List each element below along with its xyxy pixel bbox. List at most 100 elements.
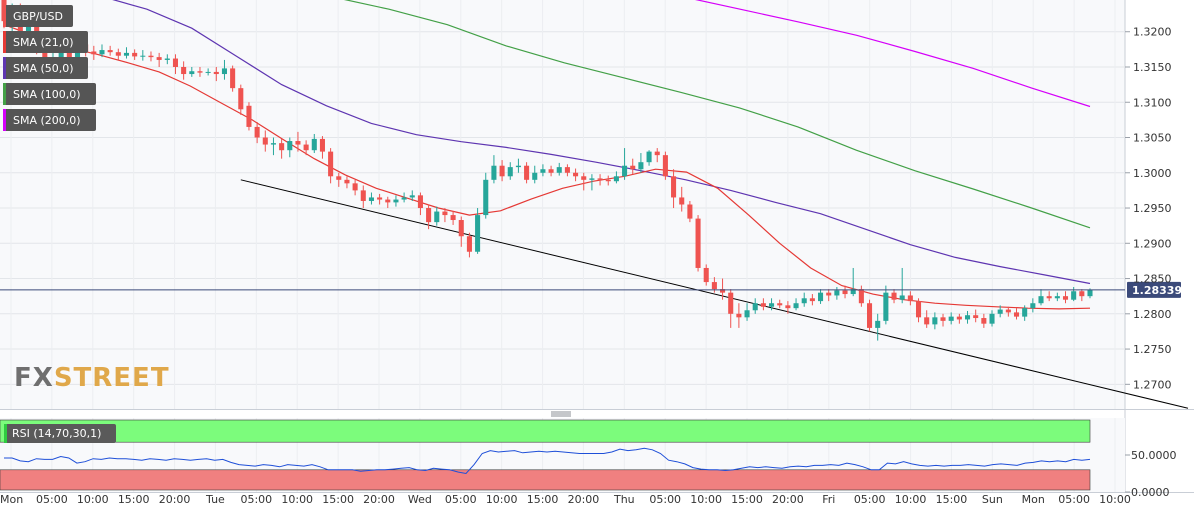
candle [377,193,383,205]
candle [360,185,366,209]
candle [532,165,538,184]
candle [450,210,456,225]
panel-resize-handle[interactable] [551,411,571,417]
candle-body [638,162,644,170]
legend-swatch [3,31,6,53]
candle-body [1022,308,1028,317]
candle [548,165,554,177]
legend-item: SMA (100,0) [3,83,96,105]
rsi-tick-label: 50.0000 [1131,449,1177,462]
candle [744,303,750,321]
trendline-layer [240,179,1189,409]
sma-100-line [343,0,1091,229]
candle-body [883,292,889,321]
candle [638,153,644,173]
candle-body [695,218,701,268]
candle [515,158,521,173]
candle [867,299,873,332]
candle [303,140,309,156]
candle [140,50,146,61]
candle-body [646,151,652,163]
candle-body [377,197,383,200]
candle [254,121,260,144]
candle [679,186,685,212]
candle-body [703,267,709,283]
candle [769,298,775,311]
candle-body [581,176,587,180]
legend-label: SMA (100,0) [13,88,81,101]
candle [279,138,285,159]
candle-body [458,220,464,237]
candle [695,215,701,272]
candle [793,298,799,311]
price-tick-label: 1.3000 [1133,167,1172,180]
candle-body [262,137,268,145]
legend-item: SMA (50,0) [3,57,88,79]
candle [295,131,301,152]
price-tick-label: 1.2700 [1133,378,1172,391]
time-tick-label: 05:00 [445,493,477,506]
candle [393,195,399,207]
candle [230,65,236,92]
time-tick-label: 05:00 [649,493,681,506]
candle-body [1005,309,1011,313]
rsi-tick-label: 0.0000 [1131,486,1170,499]
candle [940,313,946,327]
watermark-logo: FXSTREET [14,363,170,393]
time-tick-label: Sun [982,493,1003,506]
candle-body [932,317,938,325]
rsi-legend: RSI (14,70,30,1) [4,424,116,443]
legend-swatch [3,83,6,105]
candle [368,192,374,205]
current-price-label: 1.28339 [1132,284,1182,297]
candle-body [589,178,595,180]
candle [1022,305,1028,321]
candle [385,196,391,209]
candle [899,267,905,304]
candle [646,150,652,166]
candle [556,162,562,176]
time-tick-label: 15:00 [936,493,968,506]
rsi-legend-label: RSI (14,70,30,1) [12,427,101,440]
legend-label: SMA (50,0) [13,62,74,75]
candle-body [989,313,995,324]
candle [213,66,219,82]
candle [262,130,268,152]
candle-body [483,179,489,216]
time-tick-label: 10:00 [486,493,518,506]
candle-body [426,208,432,223]
rsi-overbought-zone [0,419,1091,443]
candle [834,287,840,300]
price-tick-label: 1.2950 [1133,202,1172,215]
candle [964,310,971,324]
price-tick-label: 1.3150 [1133,61,1172,74]
candle [409,190,415,201]
candle-body [573,172,579,177]
candle-body [605,179,611,182]
candle-body [842,290,848,295]
candle-body [319,138,325,152]
candle [875,313,881,341]
candle [891,289,897,304]
candle-body [328,151,334,177]
candle-body [752,303,758,311]
candle [319,136,325,159]
legend-box [3,109,96,131]
sma-50-line [112,0,1091,285]
legend-item: SMA (200,0) [3,109,96,131]
rsi-legend-swatch [4,424,7,443]
time-tick-label: Mon [1022,493,1045,506]
time-tick-label: 20:00 [772,493,804,506]
candle-body [671,176,677,198]
candle-body [1079,291,1085,297]
candle-body [915,301,922,318]
candle-body [973,315,979,319]
candle-body [818,292,824,302]
candle [287,137,293,158]
candle [760,298,766,311]
candle [246,102,252,131]
candle [752,298,758,314]
candle-body [475,215,481,252]
candle [442,208,448,223]
candle [1071,287,1077,302]
